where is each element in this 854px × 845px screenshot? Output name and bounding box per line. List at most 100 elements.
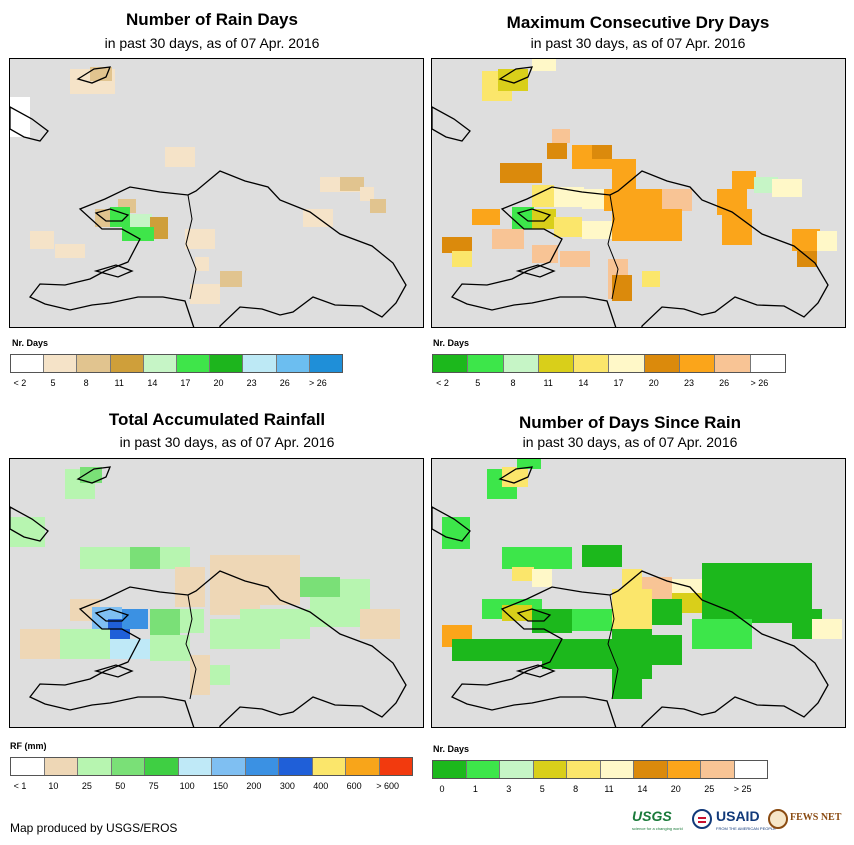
legend-tick-label: 600 (346, 781, 362, 791)
legend-swatch (667, 761, 701, 778)
grid-cell (498, 69, 528, 91)
legend-ticks: < 1 10 25 50 75 100 150 200 300 400 600 > 600 (10, 781, 411, 793)
grid-cell (542, 639, 612, 669)
grid-cell (604, 189, 664, 211)
legend-swatch (245, 758, 279, 775)
grid-cell (150, 217, 168, 239)
legend-swatch (145, 758, 179, 775)
legend-ticks: < 2 5 8 11 14 17 20 23 26 > 26 (432, 378, 784, 390)
grid-cell (190, 655, 210, 695)
legend-swatch (468, 355, 504, 372)
legend-tick-label: 17 (180, 378, 191, 388)
usgs-wordmark: USGS (632, 808, 672, 824)
legend-swatch (609, 355, 645, 372)
map-canvas (432, 459, 845, 727)
legend-swatch (178, 758, 212, 775)
grid-cell (195, 257, 209, 271)
grid-cell (582, 221, 612, 239)
legend-tick-label: 26 (719, 378, 730, 388)
legend-swatch (312, 758, 346, 775)
legend-tick-label: 11 (543, 378, 553, 388)
grid-cell (150, 635, 190, 661)
legend-tick-label: 5 (539, 784, 545, 794)
grid-cell (55, 244, 85, 258)
panel-subtitle: in past 30 days, as of 07 Apr. 2016 (530, 35, 746, 51)
legend-label: RF (mm) (10, 741, 47, 751)
tortuga-island-border (515, 264, 556, 278)
grid-cell (772, 179, 802, 197)
grid-cell (110, 207, 130, 227)
grid-cell (122, 609, 148, 629)
legend-swatch (634, 761, 668, 778)
grid-cell (452, 251, 472, 267)
grid-cell (20, 629, 60, 659)
legend-tick-label: 200 (246, 781, 262, 791)
usaid-tagline: FROM THE AMERICAN PEOPLE (716, 826, 776, 831)
legend-tick-label: > 25 (733, 784, 752, 794)
legend-tick-label: 100 (179, 781, 195, 791)
usaid-logo: USAID FROM THE AMERICAN PEOPLE (716, 808, 776, 831)
grid-cell (612, 589, 652, 629)
legend-swatch (44, 758, 78, 775)
tortuga-island-border (93, 664, 134, 678)
grid-cell (210, 619, 240, 649)
grid-cell (452, 639, 542, 661)
grid-cell (554, 187, 584, 207)
grid-cell (652, 635, 682, 665)
map-canvas (10, 459, 423, 727)
legend-tick-label: 11 (604, 784, 614, 794)
legend-swatch (734, 761, 767, 778)
grid-cells (442, 459, 842, 699)
grid-cell (792, 229, 820, 251)
grid-cells (10, 467, 400, 695)
grid-cell (492, 229, 524, 249)
grid-cell (370, 199, 386, 213)
legend-tick-label: 3 (506, 784, 512, 794)
islet-border (76, 66, 112, 84)
islet-border (498, 66, 534, 84)
legend-tick-label: 10 (48, 781, 59, 791)
legend-tick-label: > 26 (308, 378, 327, 388)
map-dry-days (431, 58, 846, 328)
cuba-coast-border (10, 506, 49, 542)
legend-tick-label: 20 (213, 378, 224, 388)
grid-cell (472, 209, 500, 225)
grid-cell (442, 517, 470, 549)
grid-cell (817, 231, 837, 251)
usaid-wordmark: USAID (716, 808, 760, 824)
grid-cell (60, 629, 110, 659)
legend-tick-label: 20 (670, 784, 681, 794)
legend-swatch (433, 355, 469, 372)
grid-cell (340, 579, 370, 599)
cuba-coast-border (10, 106, 49, 142)
grid-cell (240, 609, 280, 649)
legend-swatch (111, 758, 145, 775)
legend-ticks: 0 1 3 5 8 11 14 20 25 > 25 (432, 784, 766, 796)
legend-swatch (276, 355, 310, 372)
legend-swatch (78, 758, 112, 775)
grid-cell (30, 231, 54, 249)
legend-tick-label: 300 (279, 781, 295, 791)
legend-swatch (379, 758, 412, 775)
haiti-dr-border (607, 594, 619, 700)
legend-swatch (503, 355, 539, 372)
grid-cell (210, 555, 260, 615)
legend-tick-label: 14 (637, 784, 648, 794)
legend-tick-label: 26 (279, 378, 290, 388)
legend-tick-label: 8 (510, 378, 516, 388)
fewsnet-logo: FEWS NET (790, 812, 842, 823)
grid-cell (812, 619, 842, 639)
grid-cell (517, 459, 541, 469)
legend-swatch (44, 355, 78, 372)
grid-cell (692, 619, 752, 649)
legend-swatch (433, 761, 467, 778)
grid-cell (110, 639, 150, 659)
legend-swatch (567, 761, 601, 778)
logo-strip: USGS science for a changing world USAID … (632, 806, 846, 834)
legend-tick-label: 23 (246, 378, 257, 388)
legend-swatch (309, 355, 343, 372)
legend-swatch (11, 758, 45, 775)
haiti-dr-border (185, 194, 197, 300)
panel-subtitle: in past 30 days, as of 07 Apr. 2016 (522, 434, 738, 450)
grid-cell (280, 609, 310, 639)
